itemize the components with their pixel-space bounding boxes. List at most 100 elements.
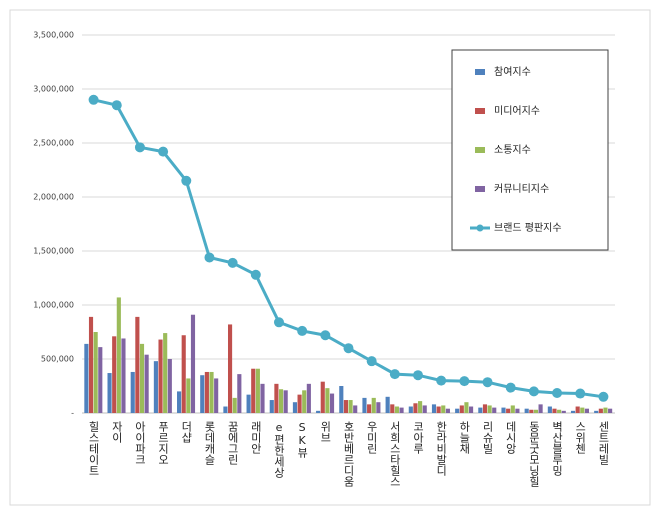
y-tick-label: 3,000,000 xyxy=(33,85,74,94)
bar xyxy=(538,404,543,413)
bar xyxy=(186,378,191,413)
bar xyxy=(167,359,172,413)
bar xyxy=(459,405,464,413)
y-tick-label: 2,500,000 xyxy=(33,139,74,148)
point xyxy=(459,376,470,387)
bar xyxy=(98,347,103,413)
bar xyxy=(501,407,506,413)
x-tick-label: 아이파크 xyxy=(133,421,146,465)
bar xyxy=(594,410,599,413)
x-tick-label: 힐스테이트 xyxy=(87,421,100,476)
bar xyxy=(418,401,423,413)
x-tick-label: 스위첸 xyxy=(574,421,587,454)
bar xyxy=(367,404,372,413)
bar xyxy=(158,339,163,413)
x-tick-label: 센트레빌 xyxy=(597,421,610,465)
legend-swatch xyxy=(476,224,484,232)
bar xyxy=(399,407,404,413)
bar xyxy=(200,375,205,413)
bar xyxy=(492,407,497,413)
x-tick-label: 푸르지오 xyxy=(157,421,170,465)
legend-label: 미디어지수 xyxy=(494,105,540,117)
x-tick-label: 동문굿모닝힐 xyxy=(527,421,540,487)
bar xyxy=(603,407,608,413)
point xyxy=(320,330,331,341)
bar xyxy=(329,393,335,413)
x-tick-label: 롯데캐슬 xyxy=(203,421,216,465)
bar xyxy=(320,381,325,413)
point xyxy=(250,269,261,280)
point xyxy=(366,356,377,367)
point xyxy=(88,94,99,105)
point xyxy=(297,325,308,336)
bar xyxy=(343,400,348,413)
bar xyxy=(297,394,302,413)
point xyxy=(343,343,354,354)
point xyxy=(134,142,145,153)
bar xyxy=(353,405,358,413)
bar xyxy=(237,374,242,413)
bar xyxy=(181,335,186,413)
bar xyxy=(139,343,145,413)
bar xyxy=(204,371,209,413)
bar xyxy=(227,324,233,413)
bar xyxy=(487,405,492,413)
bar xyxy=(524,408,529,413)
x-tick-label: 래미안 xyxy=(249,421,262,454)
x-tick-label: 우미린 xyxy=(365,421,378,454)
bar xyxy=(232,397,237,413)
y-tick-label: 2,000,000 xyxy=(33,193,74,202)
point xyxy=(413,370,424,381)
bar xyxy=(385,396,390,413)
bar xyxy=(371,397,376,413)
bar xyxy=(557,409,562,413)
point xyxy=(227,257,238,268)
x-tick-label: 데시앙 xyxy=(504,421,517,454)
y-tick-label: 3,500,000 xyxy=(33,31,74,40)
bar xyxy=(306,383,311,413)
bar xyxy=(394,406,399,413)
bar xyxy=(260,383,265,413)
point xyxy=(436,375,447,386)
bar xyxy=(269,400,274,413)
x-tick-label: 코아루 xyxy=(412,421,425,455)
point xyxy=(204,252,215,263)
bar xyxy=(445,408,450,413)
bar xyxy=(316,410,321,413)
bar xyxy=(561,410,566,413)
bar xyxy=(431,404,437,413)
bar xyxy=(515,408,520,413)
bar xyxy=(547,406,552,413)
bar xyxy=(529,409,534,413)
bar xyxy=(88,316,94,413)
bar xyxy=(246,394,251,413)
y-tick-label: 1,500,000 xyxy=(33,247,74,256)
bar xyxy=(144,354,149,413)
bar xyxy=(302,390,307,413)
bar xyxy=(552,408,557,413)
bar xyxy=(112,336,117,413)
point xyxy=(181,175,192,186)
bar xyxy=(376,402,381,413)
x-tick-label: 꿈에그린 xyxy=(226,421,239,465)
legend-swatch xyxy=(475,108,485,114)
legend-label: 참여지수 xyxy=(494,66,531,78)
x-tick-label: 서희스타힐스 xyxy=(388,421,401,487)
bar xyxy=(584,408,590,413)
bar xyxy=(570,410,576,413)
bar xyxy=(223,406,228,413)
y-tick-label: - xyxy=(71,409,74,418)
legend-label: 소통지수 xyxy=(494,144,531,156)
x-tick-label: 리슈빌 xyxy=(481,421,494,454)
bar xyxy=(348,400,353,413)
x-tick-label: 벽산블루밍 xyxy=(551,421,564,476)
bar xyxy=(464,402,469,413)
bar xyxy=(575,406,580,413)
bar xyxy=(177,391,182,413)
legend-swatch xyxy=(475,147,485,153)
point xyxy=(552,388,563,399)
x-tick-label: 자이 xyxy=(110,421,123,444)
bar xyxy=(469,406,474,413)
bar xyxy=(278,389,284,413)
